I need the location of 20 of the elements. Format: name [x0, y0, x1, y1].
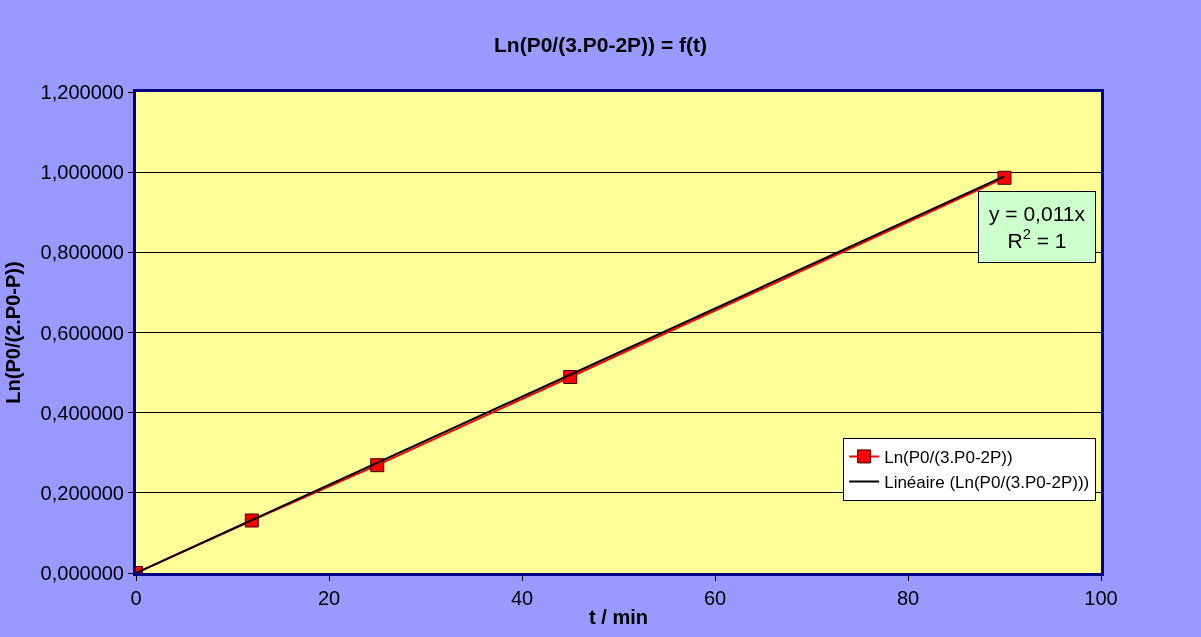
legend-label: Linéaire (Ln(P0/(3.P0-2P))) [884, 473, 1090, 493]
x-tick-label: 0 [130, 587, 142, 609]
y-tick-label: 0,000000 [40, 562, 124, 584]
x-tick-label: 20 [317, 587, 341, 609]
x-tick-label: 40 [510, 587, 534, 609]
x-tick-label: 100 [1084, 587, 1118, 609]
annotation: y = 0,011x R$^{2}$ = 1 [989, 202, 1086, 253]
y-tick-label: 0,600000 [40, 321, 124, 344]
point [997, 170, 1012, 185]
y-tick-label: 0,200000 [40, 481, 124, 504]
y-tick-label: 0,400000 [40, 401, 124, 424]
chart-title: Ln(P0/(3.P0-2P)) = f(t) [494, 32, 707, 56]
legend-label: Ln(P0/(3.P0-2P)) [884, 448, 1013, 468]
x-axis-title: t / min [589, 605, 648, 628]
x-tick-label: 60 [703, 587, 727, 609]
y-tick-label: 1,000000 [40, 161, 124, 184]
y-tick-label: 0,800000 [40, 241, 124, 264]
y-axis-title: Ln(P0/(2.P0-P)) [2, 261, 25, 404]
x-tick-label: 80 [896, 587, 920, 609]
y-tick-label: 1,200000 [40, 81, 124, 103]
